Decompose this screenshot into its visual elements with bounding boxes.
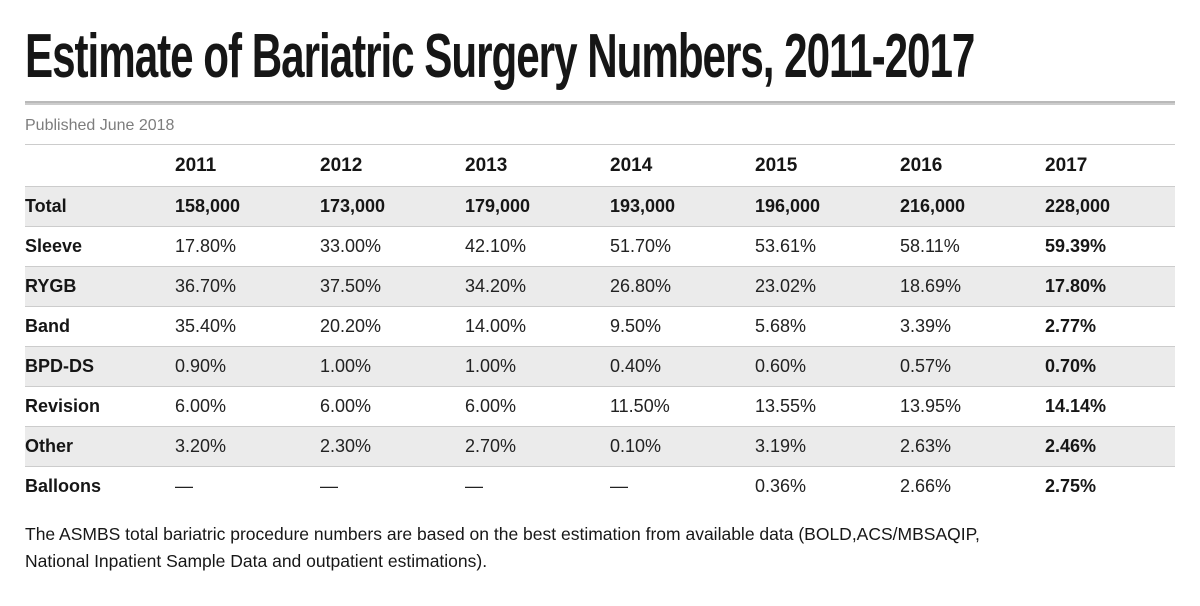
cell-value: 9.50% [610,306,755,347]
row-label: Balloons [25,466,175,506]
bariatric-surgery-table: 2011 2012 2013 2014 2015 2016 2017 Total… [25,144,1175,506]
cell-value: 3.20% [175,426,320,467]
cell-value: 0.40% [610,346,755,387]
cell-value: 228,000 [1045,186,1175,227]
cell-value: 2.63% [900,426,1045,467]
cell-value: 23.02% [755,266,900,307]
cell-value: 3.39% [900,306,1045,347]
cell-value: 2.75% [1045,466,1175,506]
cell-value: 196,000 [755,186,900,227]
cell-value: 3.19% [755,426,900,467]
cell-value: — [610,466,755,506]
year-column-header: 2016 [900,144,1045,187]
cell-value: — [465,466,610,506]
title-divider [25,101,1175,105]
cell-value: 0.57% [900,346,1045,387]
cell-value: 6.00% [465,386,610,427]
published-date: Published June 2018 [25,117,175,134]
cell-value: 2.66% [900,466,1045,506]
cell-value: 2.30% [320,426,465,467]
cell-value: 26.80% [610,266,755,307]
year-column-header: 2013 [465,144,610,187]
cell-value: 37.50% [320,266,465,307]
footnote: The ASMBS total bariatric procedure numb… [25,521,1175,575]
year-column-header: 2015 [755,144,900,187]
cell-value: 6.00% [320,386,465,427]
table-row-revision: Revision 6.00% 6.00% 6.00% 11.50% 13.55%… [25,386,1175,427]
corner-header [25,144,175,187]
footnote-line: National Inpatient Sample Data and outpa… [25,551,488,571]
row-label: Band [25,306,175,347]
table-row-balloons: Balloons — — — — 0.36% 2.66% 2.75% [25,466,1175,506]
table-row-sleeve: Sleeve 17.80% 33.00% 42.10% 51.70% 53.61… [25,226,1175,267]
page-title: Estimate of Bariatric Surgery Numbers, 2… [25,22,975,91]
cell-value: 0.70% [1045,346,1175,387]
cell-value: 0.60% [755,346,900,387]
cell-value: 0.10% [610,426,755,467]
cell-value: 51.70% [610,226,755,267]
cell-value: 193,000 [610,186,755,227]
cell-value: 14.00% [465,306,610,347]
cell-value: 42.10% [465,226,610,267]
row-label: Total [25,186,175,227]
cell-value: 173,000 [320,186,465,227]
cell-value: 5.68% [755,306,900,347]
year-column-header: 2012 [320,144,465,187]
cell-value: 18.69% [900,266,1045,307]
cell-value: 53.61% [755,226,900,267]
cell-value: 0.90% [175,346,320,387]
cell-value: 35.40% [175,306,320,347]
cell-value: 11.50% [610,386,755,427]
year-column-header: 2017 [1045,144,1175,187]
footnote-line: The ASMBS total bariatric procedure numb… [25,524,980,544]
cell-value: 158,000 [175,186,320,227]
table-row-rygb: RYGB 36.70% 37.50% 34.20% 26.80% 23.02% … [25,266,1175,307]
year-column-header: 2011 [175,144,320,187]
cell-value: — [320,466,465,506]
cell-value: 59.39% [1045,226,1175,267]
cell-value: 13.95% [900,386,1045,427]
cell-value: 0.36% [755,466,900,506]
cell-value: 216,000 [900,186,1045,227]
cell-value: 33.00% [320,226,465,267]
cell-value: 13.55% [755,386,900,427]
row-label: Revision [25,386,175,427]
cell-value: 17.80% [1045,266,1175,307]
page: Estimate of Bariatric Surgery Numbers, 2… [25,22,1175,575]
row-label: BPD-DS [25,346,175,387]
cell-value: 2.77% [1045,306,1175,347]
row-label: Sleeve [25,226,175,267]
row-label: Other [25,426,175,467]
cell-value: 1.00% [465,346,610,387]
cell-value: 36.70% [175,266,320,307]
cell-value: 17.80% [175,226,320,267]
cell-value: 34.20% [465,266,610,307]
cell-value: 14.14% [1045,386,1175,427]
cell-value: 58.11% [900,226,1045,267]
cell-value: 6.00% [175,386,320,427]
table-row-bpd-ds: BPD-DS 0.90% 1.00% 1.00% 0.40% 0.60% 0.5… [25,346,1175,387]
cell-value: 2.70% [465,426,610,467]
cell-value: 179,000 [465,186,610,227]
year-column-header: 2014 [610,144,755,187]
cell-value: — [175,466,320,506]
table-header-row: 2011 2012 2013 2014 2015 2016 2017 [25,144,1175,187]
cell-value: 2.46% [1045,426,1175,467]
cell-value: 1.00% [320,346,465,387]
row-label: RYGB [25,266,175,307]
cell-value: 20.20% [320,306,465,347]
table-row-band: Band 35.40% 20.20% 14.00% 9.50% 5.68% 3.… [25,306,1175,347]
table-row-total: Total 158,000 173,000 179,000 193,000 19… [25,186,1175,227]
table-row-other: Other 3.20% 2.30% 2.70% 0.10% 3.19% 2.63… [25,426,1175,467]
